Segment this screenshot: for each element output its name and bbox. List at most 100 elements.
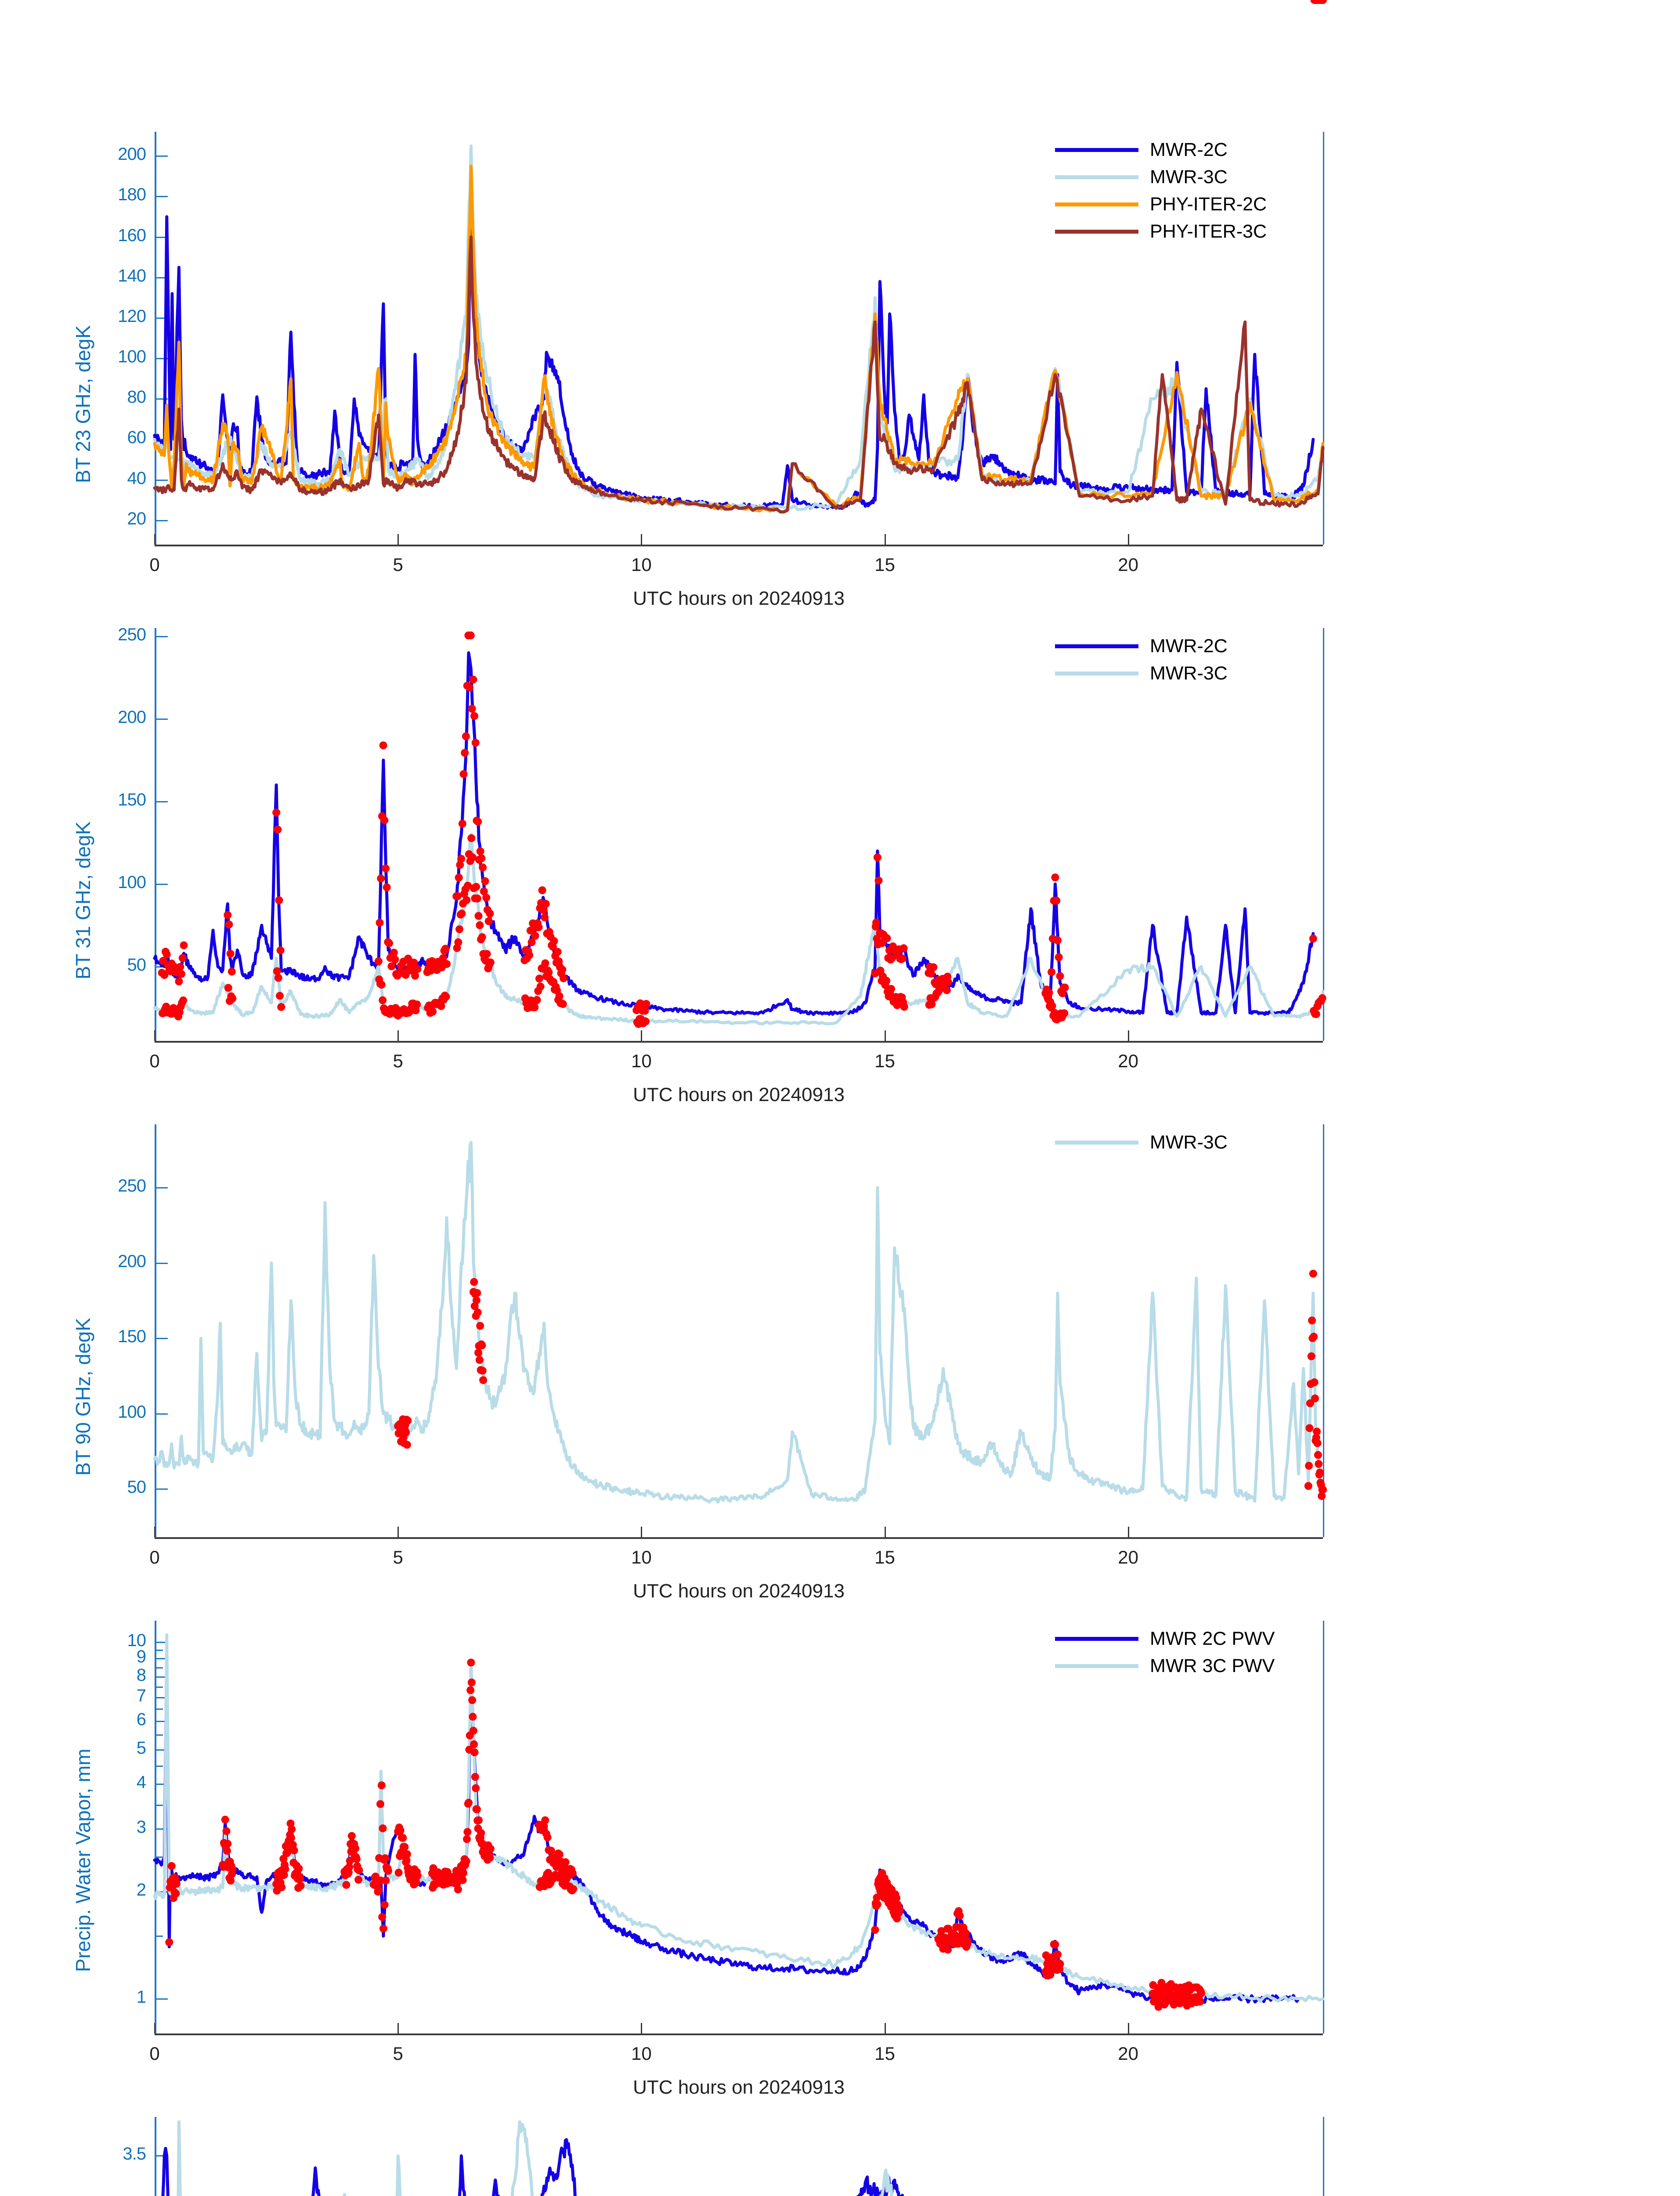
flag-marker	[552, 982, 560, 991]
flag-marker	[1149, 1997, 1158, 2006]
flag-marker	[439, 954, 447, 962]
flag-marker	[552, 1858, 560, 1866]
flag-marker	[480, 1845, 488, 1853]
flag-marker	[1304, 1482, 1312, 1490]
flag-marker	[279, 1855, 288, 1863]
flag-marker	[470, 1748, 479, 1756]
flag-marker	[479, 1848, 488, 1856]
legend-swatch-mwr-3c-pwv	[1055, 1664, 1138, 1668]
y-tick-label-bt31-1: 100	[118, 872, 146, 892]
flag-marker	[1316, 1478, 1325, 1487]
y-tick-pwv-8	[156, 1658, 168, 1660]
flag-marker	[892, 950, 901, 959]
flag-marker	[448, 1873, 457, 1881]
flag-marker	[928, 1000, 936, 1008]
flag-marker	[941, 979, 949, 987]
flag-marker	[475, 856, 483, 864]
legend-item-bt90-0[interactable]: MWR-3C	[1055, 1129, 1228, 1156]
flag-marker	[470, 1288, 477, 1296]
flag-marker	[399, 1415, 407, 1423]
flag-marker	[165, 966, 173, 975]
flag-marker	[293, 1868, 301, 1876]
y-axis-line-lwp	[155, 2117, 156, 2196]
flag-marker	[1169, 1993, 1178, 2001]
flag-marker	[371, 1873, 379, 1882]
flag-marker	[942, 978, 950, 986]
legend-item-bt23-3[interactable]: PHY-ITER-3C	[1055, 218, 1267, 245]
flag-marker	[486, 1845, 495, 1853]
flag-marker	[471, 894, 479, 903]
flag-marker	[399, 957, 408, 966]
flag-marker	[557, 1870, 565, 1878]
flag-marker	[477, 1340, 485, 1348]
legend-item-bt31-0[interactable]: MWR-2C	[1055, 632, 1228, 660]
flag-marker	[936, 1936, 944, 1944]
flag-marker	[402, 1858, 410, 1866]
flag-marker	[642, 1000, 650, 1008]
legend-swatch-mwr-2c	[1055, 644, 1138, 648]
legend-item-bt23-1[interactable]: MWR-3C	[1055, 163, 1267, 191]
legend-item-bt23-2[interactable]: PHY-ITER-2C	[1055, 191, 1267, 218]
y-axis-line-bt90	[155, 1124, 156, 1537]
flag-marker	[1311, 1394, 1319, 1402]
flag-marker	[1043, 1971, 1051, 1979]
flag-marker	[882, 1885, 890, 1893]
x-tick-bt31-1	[397, 1030, 399, 1041]
flag-marker	[878, 977, 886, 985]
flag-marker	[485, 961, 493, 969]
flag-marker	[283, 1848, 292, 1856]
flag-marker	[546, 1856, 554, 1864]
legend-item-pwv-1[interactable]: MWR 3C PWV	[1055, 1652, 1275, 1680]
flag-marker	[462, 1858, 470, 1867]
flag-marker	[531, 997, 540, 1005]
flag-marker	[1163, 1987, 1171, 1996]
flag-marker	[548, 1874, 556, 1882]
legend-item-pwv-0[interactable]: MWR 2C PWV	[1055, 1625, 1275, 1652]
legend-item-bt31-1[interactable]: MWR-3C	[1055, 660, 1228, 687]
flag-marker	[542, 972, 550, 980]
flag-marker	[172, 1005, 180, 1014]
flag-marker	[483, 906, 491, 914]
flag-marker	[460, 1855, 469, 1864]
flag-marker	[442, 1878, 450, 1886]
flag-marker	[475, 1833, 484, 1842]
flag-marker	[1149, 1990, 1157, 1998]
flag-marker	[1041, 1968, 1050, 1976]
x-tick-bt23-2	[641, 534, 643, 545]
flag-marker	[227, 1876, 235, 1885]
flag-marker	[455, 925, 463, 933]
y-tick-label-pwv-2: 3	[136, 1817, 146, 1837]
flag-marker	[375, 975, 383, 983]
flag-marker	[547, 977, 555, 985]
x-axis-line-bt31	[155, 1041, 1323, 1043]
flag-marker	[561, 1858, 570, 1866]
x-tick-bt31-2	[641, 1030, 643, 1041]
flag-marker	[458, 1869, 466, 1877]
flag-marker	[1181, 1983, 1189, 1991]
flag-marker	[176, 963, 184, 971]
flag-marker	[1177, 1991, 1185, 1999]
flag-marker	[411, 972, 419, 980]
legend-item-bt23-0[interactable]: MWR-2C	[1055, 136, 1267, 163]
flag-marker	[374, 957, 383, 965]
flag-marker	[1055, 1959, 1063, 1967]
flag-marker	[480, 887, 488, 896]
y-tick-pwv-2	[156, 1828, 168, 1830]
flag-marker	[540, 965, 548, 973]
flag-marker	[405, 964, 413, 972]
flag-marker	[927, 969, 935, 978]
flag-marker	[566, 1882, 574, 1891]
y-tick-label-pwv-7: 8	[136, 1665, 146, 1685]
flag-marker	[877, 929, 885, 937]
flag-marker	[1156, 1994, 1164, 2002]
flag-marker	[930, 994, 938, 1002]
flag-marker	[892, 993, 900, 1001]
flag-marker	[344, 1868, 353, 1876]
flag-marker	[527, 996, 535, 1004]
flag-marker	[411, 1867, 419, 1875]
flag-marker	[1191, 1993, 1199, 2001]
flag-marker	[433, 1871, 441, 1880]
flag-marker	[1046, 1971, 1055, 1979]
